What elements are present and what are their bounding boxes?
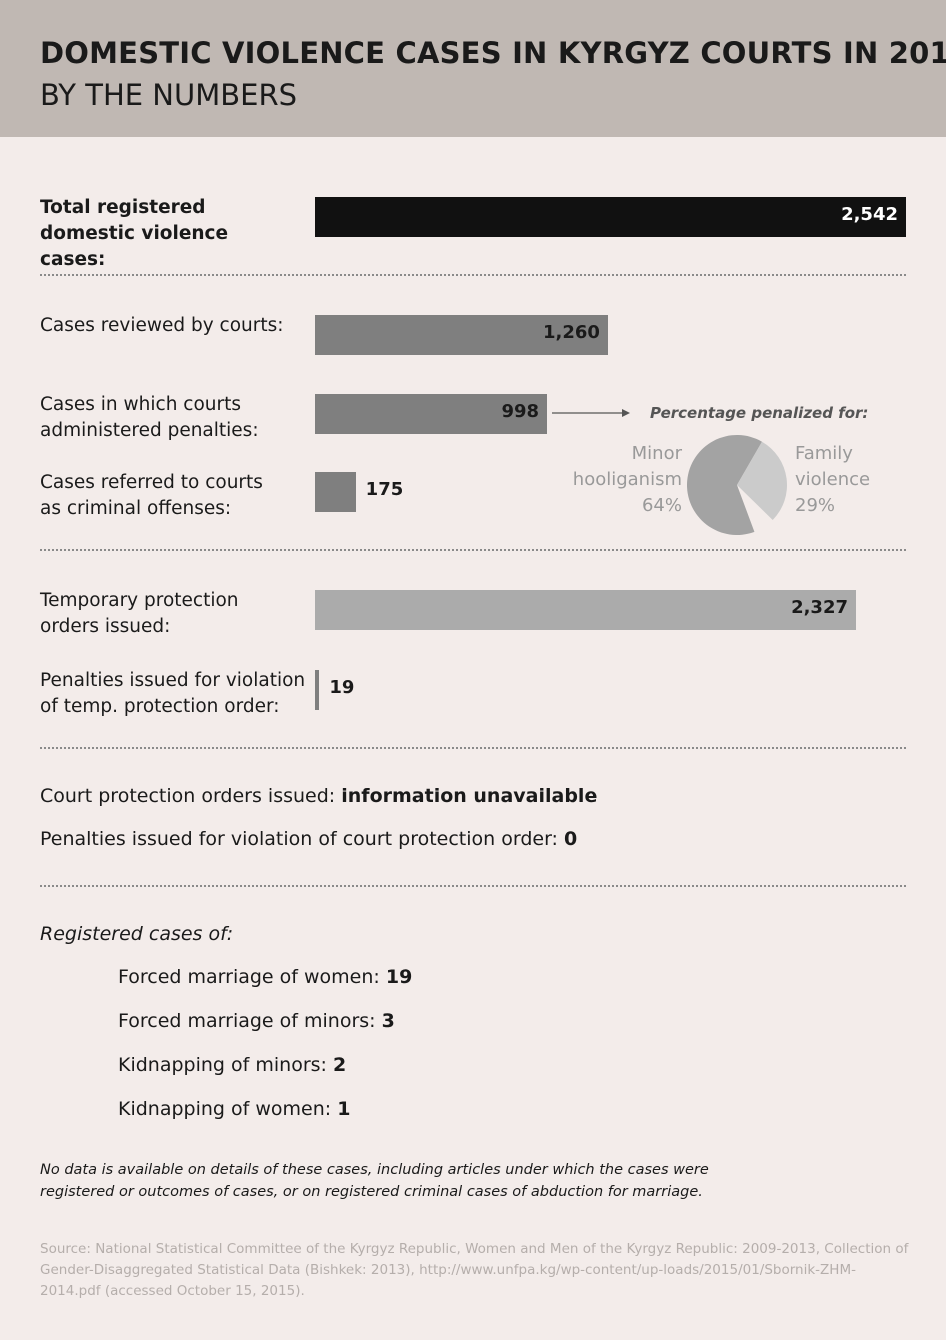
registered-line: Kidnapping of women: 1 — [118, 1098, 350, 1120]
court-line: Penalties issued for violation of court … — [40, 828, 577, 850]
line-value: 2 — [333, 1054, 347, 1076]
separator — [40, 274, 906, 276]
line-label: Forced marriage of women: — [118, 966, 380, 988]
separator — [40, 885, 906, 887]
note: No data is available on details of these… — [40, 1162, 709, 1200]
pie-value: 29% — [795, 495, 836, 516]
value-label: 998 — [501, 401, 540, 422]
value-label: 175 — [365, 479, 404, 500]
header: DOMESTIC VIOLENCE CASES IN KYRGYZ COURTS… — [0, 0, 946, 137]
bar — [315, 472, 356, 512]
line-value: 1 — [337, 1098, 351, 1120]
bar — [315, 670, 320, 710]
pie-slice — [737, 441, 787, 520]
registered-line: Forced marriage of minors: 3 — [118, 1010, 395, 1032]
line-value: 3 — [381, 1010, 395, 1032]
line-value: 19 — [385, 966, 413, 988]
bar-label: Cases referred to courts as criminal off… — [40, 472, 263, 519]
source: Source: National Statistical Committee o… — [40, 1241, 909, 1299]
pie-slice — [687, 435, 762, 535]
value-label: 2,327 — [791, 597, 848, 618]
registered-line: Kidnapping of minors: 2 — [118, 1054, 346, 1076]
bar — [315, 394, 548, 434]
title: DOMESTIC VIOLENCE CASES IN KYRGYZ COURTS… — [40, 36, 946, 70]
arrow — [552, 409, 630, 417]
bar-label: Temporary protection orders issued: — [40, 590, 239, 637]
line-label: Court protection orders issued: — [40, 785, 336, 807]
separator — [40, 549, 906, 551]
bar — [315, 315, 608, 355]
bar — [315, 197, 906, 237]
line-label: Kidnapping of women: — [118, 1098, 332, 1120]
pie-label: Family violence — [795, 443, 871, 490]
line-label: Forced marriage of minors: — [118, 1010, 376, 1032]
bar-label: Cases reviewed by courts: — [40, 315, 284, 336]
court-line: Court protection orders issued: informat… — [40, 785, 597, 807]
separator — [40, 747, 906, 749]
pie-value: 64% — [641, 495, 682, 516]
bar-label: Total registered domestic violence cases… — [40, 197, 229, 270]
pie-title: Percentage penalized for: — [650, 404, 869, 422]
bar-label: Penalties issued for violation of temp. … — [40, 670, 306, 717]
line-value: 0 — [564, 828, 578, 850]
bar-label: Cases in which courts administered penal… — [40, 394, 259, 441]
bar — [315, 590, 856, 630]
line-label: Kidnapping of minors: — [118, 1054, 327, 1076]
section-title: Registered cases of: — [40, 923, 234, 945]
pie-chart — [687, 435, 787, 535]
registered-line: Forced marriage of women: 19 — [118, 966, 412, 988]
line-value: information unavailable — [341, 785, 598, 807]
value-label: 1,260 — [543, 322, 600, 343]
pie-label: Minor hooliganism — [572, 443, 682, 490]
subtitle: BY THE NUMBERS — [40, 78, 298, 112]
value-label: 19 — [329, 677, 355, 698]
line-label: Penalties issued for violation of court … — [40, 828, 558, 850]
value-label: 2,542 — [841, 204, 898, 225]
